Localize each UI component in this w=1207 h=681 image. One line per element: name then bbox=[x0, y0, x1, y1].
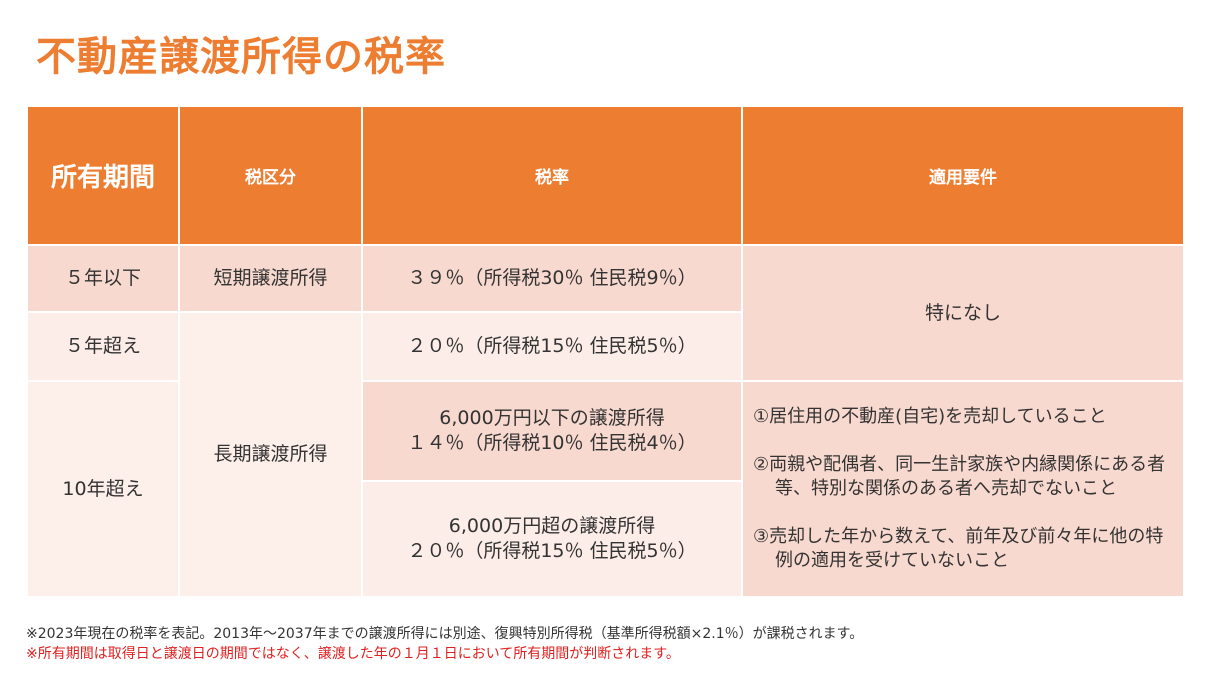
footnotes: ※2023年現在の税率を表記。2013年～2037年までの譲渡所得には別途、復興… bbox=[26, 624, 863, 664]
footnote-tax-info: ※2023年現在の税率を表記。2013年～2037年までの譲渡所得には別途、復興… bbox=[26, 626, 864, 642]
period-cell: ５年超え bbox=[26, 311, 180, 382]
requirement-item: ①居住用の不動産(自宅)を売却していること bbox=[753, 406, 1107, 427]
period-cell: ５年以下 bbox=[26, 244, 180, 313]
rate-condition: 6,000万円超の譲渡所得 bbox=[448, 515, 656, 537]
table-header-row: 所有期間 税区分 税率 適用要件 bbox=[26, 105, 1185, 246]
table-row: ５年以下 短期譲渡所得 ３９％（所得税30％ 住民税9％） 特になし bbox=[26, 244, 1185, 382]
requirement-item: ③売却した年から数えて、前年及び前々年に他の特例の適用を受けていないこと bbox=[753, 526, 1164, 571]
table-row: 6,000万円超の譲渡所得 ２０％（所得税15％ 住民税5％） bbox=[27, 480, 1184, 598]
rate-condition: 6,000万円以下の譲渡所得 bbox=[439, 407, 665, 429]
table-row: 10年超え 6,000万円以下の譲渡所得 １４％（所得税10％ 住民税4％） ①… bbox=[26, 380, 1185, 598]
header-requirements: 適用要件 bbox=[741, 105, 1185, 246]
rate-value: １４％（所得税10％ 住民税4％） bbox=[407, 432, 697, 454]
requirement-none-cell: 特になし bbox=[741, 244, 1185, 382]
requirements-cell: ①居住用の不動産(自宅)を売却していること ②両親や配偶者、同一生計家族や内縁関… bbox=[741, 380, 1185, 598]
period-cell: 10年超え bbox=[26, 380, 180, 598]
rate-value: ２０％（所得税15％ 住民税5％） bbox=[407, 540, 697, 562]
category-cell: 短期譲渡所得 bbox=[178, 244, 363, 313]
rate-cell: ３９％（所得税30％ 住民税9％） bbox=[361, 244, 743, 313]
rate-cell: 6,000万円超の譲渡所得 ２０％（所得税15％ 住民税5％） bbox=[361, 480, 743, 598]
header-category: 税区分 bbox=[178, 105, 363, 246]
page-title: 不動産譲渡所得の税率 bbox=[36, 34, 446, 80]
footnote-period-info: ※所有期間は取得日と譲渡日の期間ではなく、譲渡した年の１月１日において所有期間が… bbox=[26, 646, 680, 662]
category-cell: 長期譲渡所得 bbox=[178, 311, 363, 598]
requirement-item: ②両親や配偶者、同一生計家族や内縁関係にある者等、特別な関係のある者へ売却でない… bbox=[753, 454, 1166, 499]
rate-cell: 6,000万円以下の譲渡所得 １４％（所得税10％ 住民税4％） bbox=[361, 380, 743, 482]
header-rate: 税率 bbox=[361, 105, 743, 246]
rate-cell: ２０％（所得税15％ 住民税5％） bbox=[361, 311, 743, 382]
table-row: ５年超え 長期譲渡所得 ２０％（所得税15％ 住民税5％） bbox=[26, 311, 1184, 598]
header-period: 所有期間 bbox=[26, 105, 180, 246]
tax-rate-table: 所有期間 税区分 税率 適用要件 ５年以下 短期譲渡所得 ３９％（所得税30％ … bbox=[26, 105, 1185, 598]
